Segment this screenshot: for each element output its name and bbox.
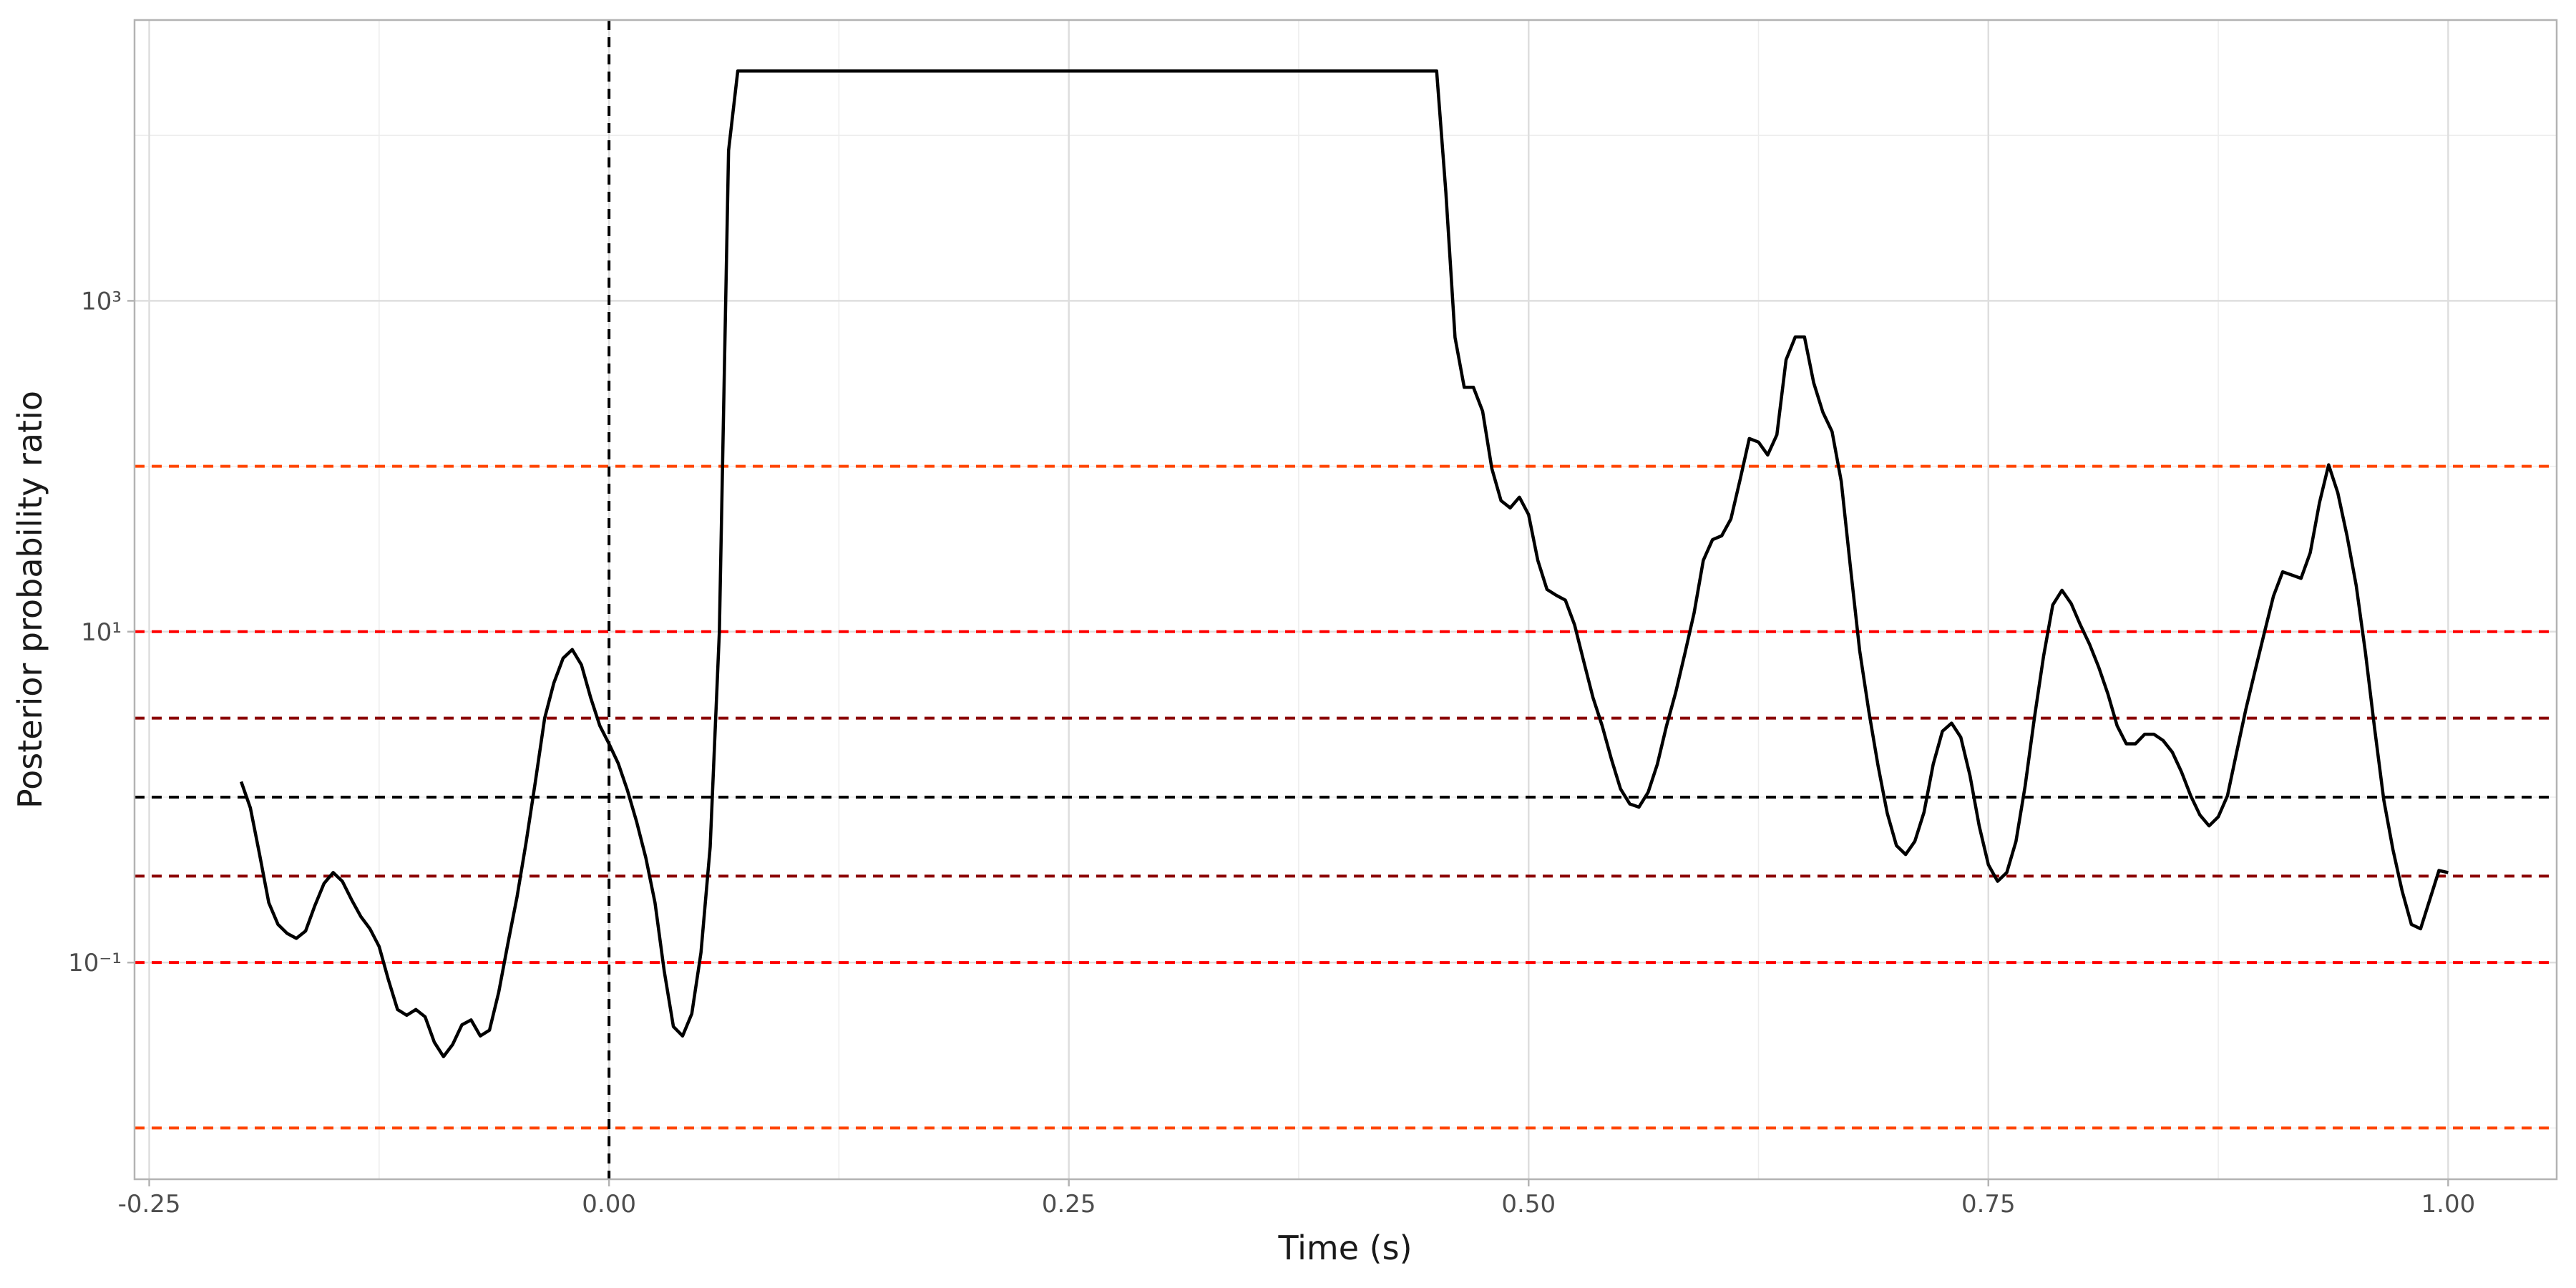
x-tick-label: 1.00 (2421, 1190, 2476, 1219)
y-axis-title: Posterior probability ratio (11, 391, 49, 809)
data-line (239, 69, 2449, 1058)
y-tick-label: 10⁻¹ (68, 949, 122, 977)
x-tick-label: 0.25 (1042, 1190, 1096, 1219)
x-tick-label: 0.75 (1961, 1190, 2016, 1219)
y-tick-label: 10³ (81, 287, 122, 316)
x-tick-label: -0.25 (118, 1190, 181, 1219)
x-axis-title: Time (s) (1277, 1229, 1412, 1267)
x-tick-label: 0.50 (1501, 1190, 1556, 1219)
x-tick-label: 0.00 (582, 1190, 636, 1219)
y-tick-label: 10¹ (81, 618, 122, 647)
panel-border (133, 19, 2558, 1181)
